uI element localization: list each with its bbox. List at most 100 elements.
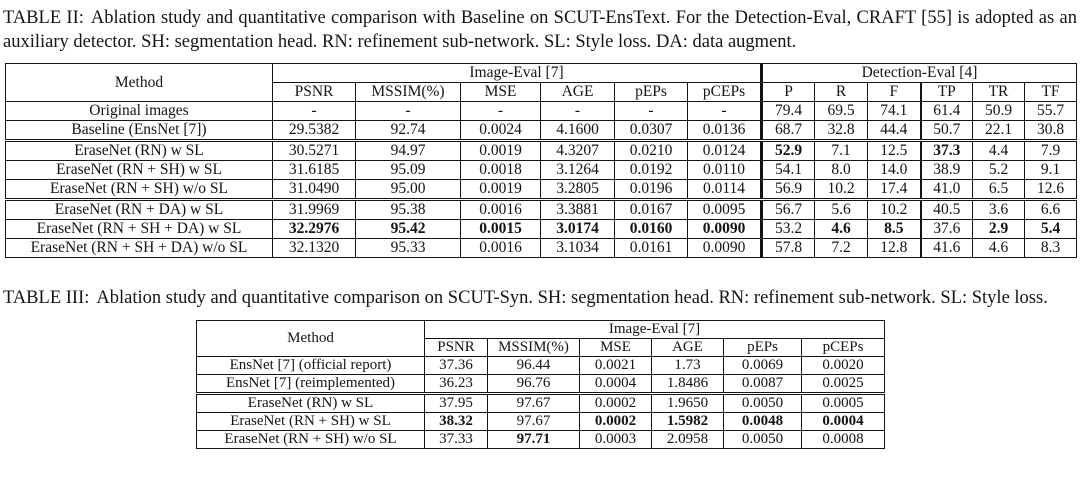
table3-caption-label: TABLE III: [3,288,90,308]
table2-caption-label: TABLE II: [3,8,84,28]
value-cell: 0.0114 [687,179,762,200]
value-cell: 0.0020 [801,355,885,375]
value-cell: 0.0048 [723,411,802,431]
value-cell: 7.9 [1024,139,1077,161]
value-cell: 0.0021 [579,355,652,375]
value-cell: 7.2 [814,238,868,258]
column-header: P [760,82,815,102]
value-cell: 41.6 [919,238,973,258]
value-cell: 32.2976 [272,219,356,239]
header-row-groups: Method Image-Eval [7] [196,319,885,357]
value-cell: 31.9969 [272,198,356,220]
group-header: Detection-Eval [4] [760,63,1077,83]
column-header: AGE [651,337,724,357]
method-cell: EnsNet [7] (reimplemented) [196,373,425,394]
value-cell: 3.6 [972,198,1025,220]
method-cell: EraseNet (RN + DA) w SL [5,198,273,220]
value-cell: 95.00 [355,179,461,200]
table2-table: Method Image-Eval [7] Detection-Eval [4] PS… [5,63,1077,258]
value-cell: 0.0003 [579,429,652,449]
column-header: TR [972,82,1025,102]
header-row-columns: PSNR MSSIM(%) MSE AGE pEPs pCEPs [197,337,885,357]
value-cell: 29.5382 [272,120,356,141]
value-cell: 30.8 [1024,120,1077,141]
value-cell: - [540,101,615,121]
value-cell: 0.0095 [687,198,762,220]
ablation-table-scut-syn: Method Image-Eval [7] PSNR MSSIM(%) MSE AGE pE… [196,319,1080,449]
value-cell: 6.6 [1024,198,1077,220]
value-cell: 1.9650 [651,391,724,413]
value-cell: 95.33 [355,238,461,258]
value-cell: - [614,101,688,121]
column-header: MSE [460,82,541,102]
value-cell: 7.1 [814,139,868,161]
method-cell: EraseNet (RN + SH + DA) w SL [5,219,273,239]
method-cell: EraseNet (RN) w SL [196,391,425,413]
value-cell: 4.3207 [540,139,615,161]
value-cell: 0.0019 [460,139,541,161]
table-row: EraseNet (RN + SH) w SL 31.6185 95.09 0.001… [5,160,1077,180]
value-cell: 0.0161 [614,238,688,258]
value-cell: 41.0 [919,179,973,200]
value-cell: - [355,101,461,121]
method-cell: EraseNet (RN + SH) w/o SL [5,179,273,200]
value-cell: 54.1 [760,160,815,180]
value-cell: 0.0004 [801,411,885,431]
value-cell: 0.0069 [723,355,802,375]
method-column-header: Method [5,63,273,102]
method-cell: EraseNet (RN + SH) w SL [5,160,273,180]
value-cell: 8.0 [814,160,868,180]
table2-caption-text: Ablation study and quantitative comparis… [3,8,1077,52]
method-cell: EraseNet (RN + SH) w SL [196,411,425,431]
value-cell: 3.1034 [540,238,615,258]
group-header: Image-Eval [7] [272,63,762,83]
table-row: Original images - - - - - -79.4 69.5 74.1 61.4 50.… [5,101,1077,121]
value-cell: 10.2 [867,198,921,220]
header-row-groups: Method Image-Eval [7] Detection-Eval [4] [5,63,1077,102]
value-cell: 14.0 [867,160,921,180]
value-cell: 94.97 [355,139,461,161]
value-cell: 57.8 [760,238,815,258]
value-cell: 0.0196 [614,179,688,200]
table-row: EraseNet (RN + SH) w/o SL 31.0490 95.00 0.0… [5,179,1077,200]
value-cell: 37.36 [424,355,488,375]
table-row: EraseNet (RN + DA) w SL 31.9969 95.38 0.001… [5,198,1077,220]
value-cell: 55.7 [1024,101,1077,121]
column-header: MSSIM(%) [355,82,461,102]
value-cell: 31.6185 [272,160,356,180]
value-cell: 0.0015 [460,219,541,239]
value-cell: 0.0019 [460,179,541,200]
column-header: F [867,82,921,102]
value-cell: 3.0174 [540,219,615,239]
method-cell: Baseline (EnsNet [7]) [5,120,273,141]
value-cell: 3.3881 [540,198,615,220]
value-cell: 4.6 [972,238,1025,258]
value-cell: 0.0307 [614,120,688,141]
table-row: EraseNet (RN) w SL 30.5271 94.97 0.0019 4.32… [5,139,1077,161]
column-header: TF [1024,82,1077,102]
column-header: pCEPs [687,82,762,102]
value-cell: 97.71 [487,429,580,449]
table3-table: Method Image-Eval [7] PSNR MSSIM(%) MSE AGE pE… [196,319,885,449]
value-cell: 1.73 [651,355,724,375]
value-cell: 0.0016 [460,238,541,258]
table-row: EraseNet (RN + SH + DA) w/o SL 32.1320 95.… [5,238,1077,258]
value-cell: 0.0124 [687,139,762,161]
table-row: EraseNet (RN + SH) w SL 38.32 97.67 0.0002 1… [196,411,885,431]
value-cell: 68.7 [760,120,815,141]
value-cell: 31.0490 [272,179,356,200]
value-cell: 0.0050 [723,429,802,449]
value-cell: 32.8 [814,120,868,141]
value-cell: 0.0167 [614,198,688,220]
column-header: TP [919,82,973,102]
value-cell: 0.0136 [687,120,762,141]
value-cell: 0.0024 [460,120,541,141]
value-cell: 0.0160 [614,219,688,239]
value-cell: 0.0008 [801,429,885,449]
value-cell: 56.7 [760,198,815,220]
value-cell: 38.9 [919,160,973,180]
value-cell: 53.2 [760,219,815,239]
value-cell: 0.0192 [614,160,688,180]
value-cell: 4.4 [972,139,1025,161]
value-cell: 22.1 [972,120,1025,141]
